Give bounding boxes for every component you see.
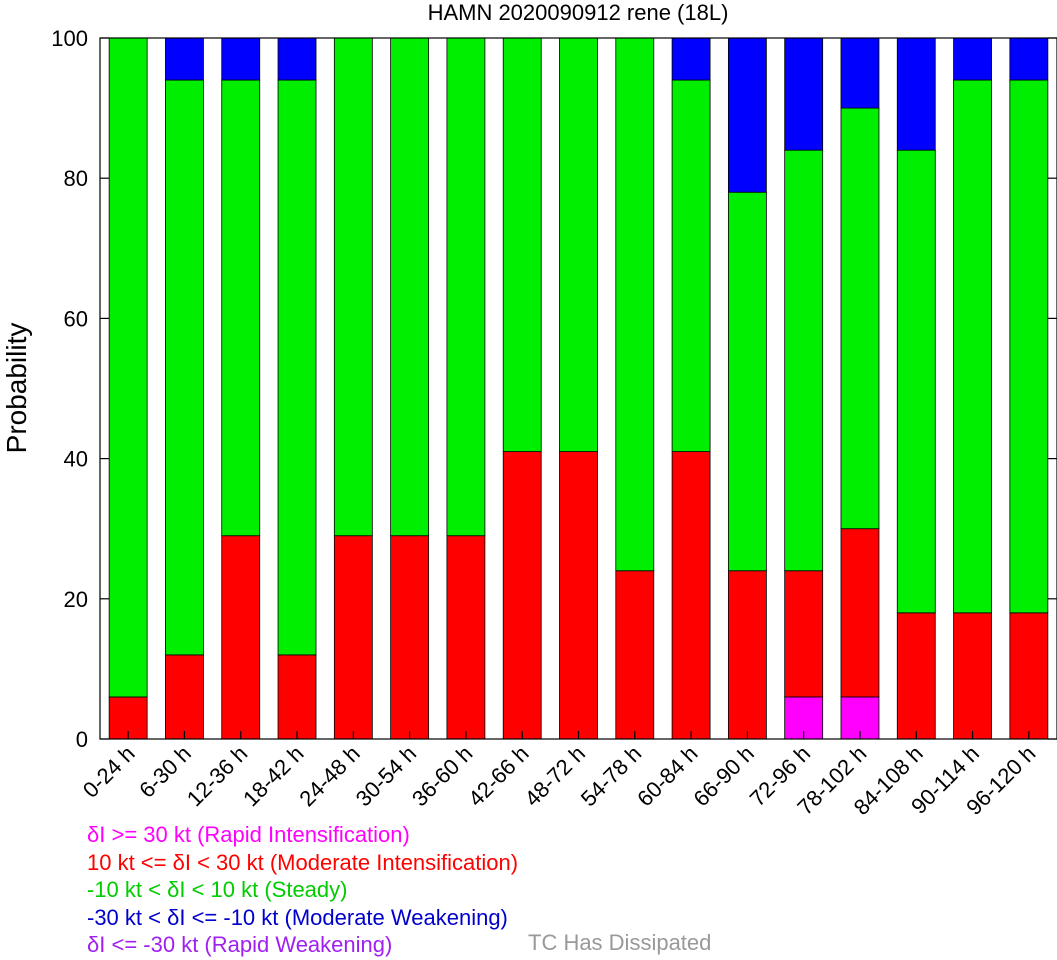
bar-segment-54-78-h-10-kt-di-10-kt-steady <box>615 37 655 572</box>
bar-segment-54-78-h-10-kt-di-30-kt-moderate-intensification <box>615 570 655 740</box>
chart-title: HAMN 2020090912 rene (18L) <box>428 0 729 25</box>
y-tick-label-40: 40 <box>64 447 88 472</box>
x-tick-label-30-54-h: 30-54 h <box>351 741 421 811</box>
bar-segment-90-114-h-30-kt-di-10-kt-moderate-weakening <box>953 37 992 81</box>
y-tick-label-100: 100 <box>51 26 88 51</box>
y-tick-label-20: 20 <box>64 587 88 612</box>
y-tick-label-60: 60 <box>64 306 88 331</box>
x-tick-label-42-66-h: 42-66 h <box>463 741 533 811</box>
bar-segment-96-120-h-10-kt-di-10-kt-steady <box>1009 79 1049 614</box>
x-tick-label-60-84-h: 60-84 h <box>632 741 702 811</box>
bar-segment-6-30-h-30-kt-di-10-kt-moderate-weakening <box>165 37 204 81</box>
bar-segment-36-60-h-10-kt-di-10-kt-steady <box>446 37 486 537</box>
y-axis-label: Probability <box>1 323 32 454</box>
bar-segment-42-66-h-10-kt-di-30-kt-moderate-intensification <box>502 451 542 740</box>
y-tick-label-0: 0 <box>76 727 88 752</box>
bar-segment-48-72-h-10-kt-di-30-kt-moderate-intensification <box>559 451 598 740</box>
legend-entry-steady: -10 kt < δI < 10 kt (Steady) <box>87 877 348 902</box>
y-tick-label-80: 80 <box>64 166 88 191</box>
x-tick-label-36-60-h: 36-60 h <box>407 741 477 811</box>
bar-segment-42-66-h-10-kt-di-10-kt-steady <box>502 37 542 452</box>
bar-segment-18-42-h-30-kt-di-10-kt-moderate-weakening <box>277 37 317 81</box>
bar-segment-78-102-h-10-kt-di-10-kt-steady <box>840 107 880 530</box>
bar-segment-96-120-h-30-kt-di-10-kt-moderate-weakening <box>1009 37 1049 81</box>
bar-segment-78-102-h-10-kt-di-30-kt-moderate-intensification <box>840 528 880 698</box>
x-axis: 0-24 h6-30 h12-36 h18-42 h24-48 h30-54 h… <box>78 731 1040 820</box>
bar-segment-66-90-h-10-kt-di-30-kt-moderate-intensification <box>727 570 767 740</box>
bar-segment-12-36-h-10-kt-di-10-kt-steady <box>221 79 261 537</box>
bar-segment-60-84-h-10-kt-di-10-kt-steady <box>671 79 711 452</box>
bar-segment-0-24-h-10-kt-di-10-kt-steady <box>108 37 148 698</box>
bar-segment-18-42-h-10-kt-di-30-kt-moderate-intensification <box>277 654 317 740</box>
bar-segment-60-84-h-30-kt-di-10-kt-moderate-weakening <box>671 37 711 81</box>
x-tick-label-66-90-h: 66-90 h <box>688 741 758 811</box>
bar-segment-66-90-h-10-kt-di-10-kt-steady <box>727 191 767 572</box>
bar-segment-78-102-h-30-kt-di-10-kt-moderate-weakening <box>840 37 880 109</box>
bar-segment-18-42-h-10-kt-di-10-kt-steady <box>277 79 317 656</box>
legend-entry-rapid-intensification: δI >= 30 kt (Rapid Intensification) <box>87 822 410 847</box>
bars-group <box>108 37 1049 740</box>
legend: δI >= 30 kt (Rapid Intensification) 10 k… <box>87 821 518 959</box>
bar-segment-30-54-h-10-kt-di-10-kt-steady <box>390 37 430 537</box>
bar-segment-12-36-h-10-kt-di-30-kt-moderate-intensification <box>221 535 261 740</box>
x-tick-label-54-78-h: 54-78 h <box>576 741 646 811</box>
bar-segment-72-96-h-10-kt-di-10-kt-steady <box>784 149 824 572</box>
bar-segment-24-48-h-10-kt-di-30-kt-moderate-intensification <box>333 535 373 740</box>
bar-segment-90-114-h-10-kt-di-10-kt-steady <box>953 79 992 614</box>
y-axis: 0 20 40 60 80 100 <box>51 26 1057 752</box>
bar-segment-30-54-h-10-kt-di-30-kt-moderate-intensification <box>390 535 430 740</box>
bar-segment-72-96-h-10-kt-di-30-kt-moderate-intensification <box>784 570 824 698</box>
legend-entry-tc-dissipated: TC Has Dissipated <box>528 930 712 955</box>
bar-segment-6-30-h-10-kt-di-10-kt-steady <box>165 79 204 656</box>
legend-entry-rapid-weakening: δI <= -30 kt (Rapid Weakening) <box>87 932 393 957</box>
bar-segment-36-60-h-10-kt-di-30-kt-moderate-intensification <box>446 535 486 740</box>
x-tick-label-48-72-h: 48-72 h <box>520 741 590 811</box>
bar-segment-6-30-h-10-kt-di-30-kt-moderate-intensification <box>165 654 204 740</box>
legend-entry-moderate-intensification: 10 kt <= δI < 30 kt (Moderate Intensific… <box>87 849 519 875</box>
x-tick-label-12-36-h: 12-36 h <box>182 741 252 811</box>
bar-segment-84-108-h-30-kt-di-10-kt-moderate-weakening <box>896 37 936 151</box>
bar-segment-90-114-h-10-kt-di-30-kt-moderate-intensification <box>953 612 992 740</box>
bar-segment-24-48-h-10-kt-di-10-kt-steady <box>333 37 373 537</box>
x-tick-label-24-48-h: 24-48 h <box>294 741 364 811</box>
legend-entry-moderate-weakening: -30 kt < δI <= -10 kt (Moderate Weakenin… <box>87 904 508 930</box>
bar-segment-96-120-h-10-kt-di-30-kt-moderate-intensification <box>1009 612 1049 740</box>
bar-segment-84-108-h-10-kt-di-30-kt-moderate-intensification <box>896 612 936 740</box>
bar-segment-12-36-h-30-kt-di-10-kt-moderate-weakening <box>221 37 261 81</box>
bar-segment-72-96-h-30-kt-di-10-kt-moderate-weakening <box>784 37 824 151</box>
bar-segment-60-84-h-10-kt-di-30-kt-moderate-intensification <box>671 451 711 740</box>
bar-segment-66-90-h-30-kt-di-10-kt-moderate-weakening <box>727 37 767 193</box>
bar-segment-84-108-h-10-kt-di-10-kt-steady <box>896 149 936 614</box>
x-tick-label-18-42-h: 18-42 h <box>238 741 308 811</box>
bar-segment-48-72-h-10-kt-di-10-kt-steady <box>559 37 598 452</box>
